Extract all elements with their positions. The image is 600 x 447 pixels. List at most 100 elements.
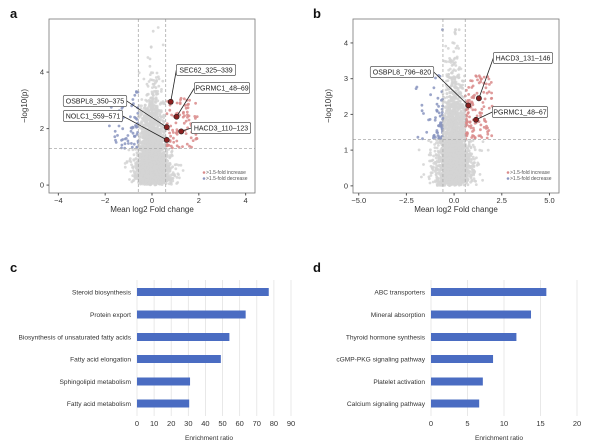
data-point — [444, 105, 447, 109]
data-point — [143, 171, 146, 175]
data-point — [451, 83, 454, 86]
data-point — [475, 91, 479, 95]
data-point — [147, 150, 151, 153]
data-point — [114, 141, 118, 144]
data-point — [487, 90, 491, 94]
data-point — [181, 169, 185, 172]
data-point — [162, 130, 166, 134]
data-point — [168, 154, 172, 158]
data-point — [126, 142, 130, 145]
point-cloud — [105, 26, 199, 187]
data-point — [442, 141, 446, 145]
data-point — [145, 82, 149, 86]
data-point — [437, 144, 440, 147]
data-point — [437, 151, 440, 154]
data-point — [420, 103, 424, 107]
data-point — [160, 148, 164, 152]
point-label: SEC62_325–339 — [179, 68, 232, 75]
data-point — [140, 159, 144, 163]
data-point — [454, 46, 458, 50]
data-point — [435, 153, 438, 157]
data-point — [143, 138, 147, 142]
data-point — [478, 111, 482, 114]
legend-label: >1.5-fold increase — [206, 170, 246, 176]
data-point — [156, 92, 160, 96]
data-point — [170, 150, 174, 154]
data-point — [154, 129, 158, 133]
data-point — [457, 47, 460, 50]
data-point — [141, 180, 145, 184]
label-box — [176, 64, 237, 76]
data-point — [471, 94, 475, 98]
data-point — [149, 176, 153, 179]
data-point — [154, 108, 158, 111]
data-point — [151, 29, 155, 33]
data-point — [195, 115, 199, 118]
data-point — [469, 145, 473, 149]
data-point — [132, 178, 136, 182]
data-point — [420, 109, 424, 113]
data-point — [154, 155, 158, 158]
label-leader-line — [122, 115, 167, 141]
data-point — [136, 152, 140, 155]
data-point — [146, 170, 150, 174]
data-point — [149, 173, 153, 177]
data-point — [448, 103, 452, 107]
data-point — [452, 58, 456, 61]
data-point — [443, 59, 447, 63]
x-tick-label: −4 — [54, 196, 63, 205]
data-point — [148, 64, 152, 68]
data-point — [174, 131, 178, 135]
data-point — [422, 112, 425, 115]
data-point — [144, 131, 148, 135]
data-point — [470, 136, 474, 139]
data-point — [461, 79, 464, 83]
data-point — [133, 135, 137, 138]
data-point — [142, 123, 146, 127]
data-point — [146, 166, 150, 170]
data-point — [131, 131, 135, 135]
data-point — [431, 180, 435, 184]
legend-marker — [202, 177, 206, 180]
data-point — [161, 181, 165, 185]
data-point — [145, 93, 149, 97]
x-axis-label: Mean log2 Fold change — [110, 205, 194, 214]
data-point — [129, 170, 133, 173]
data-point — [166, 168, 170, 172]
highlighted-point — [173, 113, 180, 120]
data-point — [181, 111, 185, 115]
data-point — [470, 170, 474, 174]
data-point — [149, 96, 153, 100]
data-point — [483, 117, 486, 121]
data-point — [141, 182, 145, 186]
data-point — [427, 139, 430, 143]
label-leader-line — [170, 69, 177, 102]
highlighted-point — [178, 128, 185, 135]
data-point — [158, 171, 162, 174]
data-point — [453, 129, 456, 133]
data-point — [482, 90, 486, 94]
data-point — [148, 137, 152, 141]
label-box — [194, 82, 250, 94]
data-point — [481, 101, 485, 104]
data-point — [195, 136, 199, 140]
data-point — [159, 173, 162, 177]
data-point — [420, 175, 423, 179]
data-point — [169, 166, 173, 170]
data-point — [168, 131, 172, 135]
data-point — [459, 106, 462, 110]
data-point — [439, 184, 443, 187]
data-point — [448, 94, 452, 98]
data-point — [152, 79, 156, 82]
data-point — [446, 104, 449, 108]
data-point — [163, 171, 167, 175]
highlighted-point — [163, 124, 170, 131]
data-point — [470, 79, 474, 83]
data-point — [133, 93, 137, 97]
data-point — [183, 104, 187, 107]
data-point — [193, 115, 197, 118]
data-point — [462, 151, 465, 155]
data-point — [429, 93, 432, 97]
